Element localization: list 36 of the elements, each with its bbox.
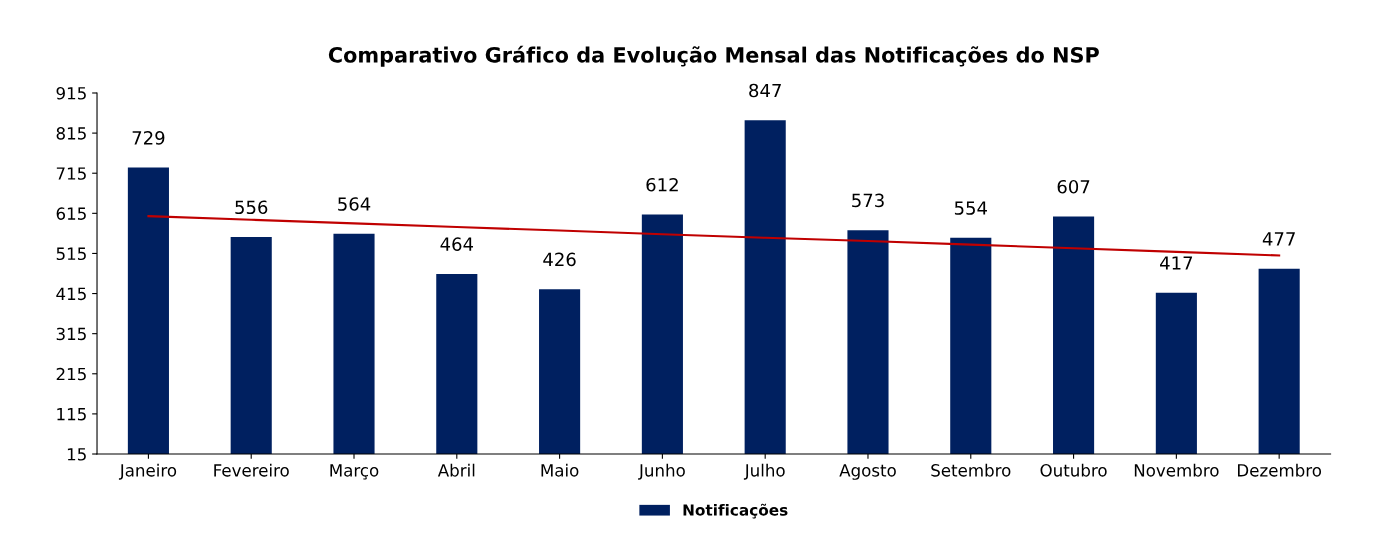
- data-label: 607: [1057, 179, 1090, 194]
- legend-label: Notificações: [683, 503, 788, 519]
- data-label: 847: [749, 83, 781, 98]
- x-tick-label: Abril: [437, 463, 475, 477]
- x-tick-label: Fevereiro: [214, 463, 289, 477]
- chart-title: Comparativo Gráfico da Evolução Mensal das Notificações do NSP: [328, 45, 1099, 67]
- y-tick-label: 615: [56, 207, 86, 220]
- y-tick-label: 915: [56, 86, 86, 100]
- data-label: 729: [132, 131, 165, 145]
- x-tick-label: Outubro: [1040, 463, 1107, 477]
- y-tick-label: 315: [56, 327, 86, 341]
- y-tick-label: 715: [56, 167, 86, 180]
- data-label: 464: [440, 237, 474, 251]
- x-tick-label: Setembro: [931, 463, 1011, 477]
- y-tick-label: 815: [56, 127, 86, 140]
- y-tick-label: 215: [56, 367, 86, 381]
- x-tick-label: Junho: [638, 463, 685, 480]
- y-tick-label: 115: [57, 408, 86, 421]
- x-tick-label: Agosto: [839, 464, 896, 480]
- x-tick-label: Dezembro: [1238, 463, 1322, 477]
- data-label: 573: [852, 193, 884, 208]
- x-tick-label: Julho: [743, 463, 785, 480]
- data-label: 564: [338, 197, 371, 211]
- x-tick-label: Março: [330, 464, 379, 480]
- y-tick-label: 515: [56, 247, 86, 261]
- data-label: 554: [954, 201, 987, 215]
- data-label: 612: [646, 177, 678, 192]
- data-label: 417: [1160, 256, 1193, 270]
- x-tick-label: Novembro: [1134, 463, 1219, 477]
- x-tick-label: Janeiro: [118, 463, 177, 480]
- data-label: 477: [1262, 232, 1295, 246]
- x-tick-label: Maio: [541, 463, 579, 477]
- y-tick-label: 415: [56, 287, 86, 301]
- y-tick-label: 15: [67, 448, 86, 461]
- data-label: 426: [543, 252, 576, 267]
- data-label: 556: [235, 200, 268, 215]
